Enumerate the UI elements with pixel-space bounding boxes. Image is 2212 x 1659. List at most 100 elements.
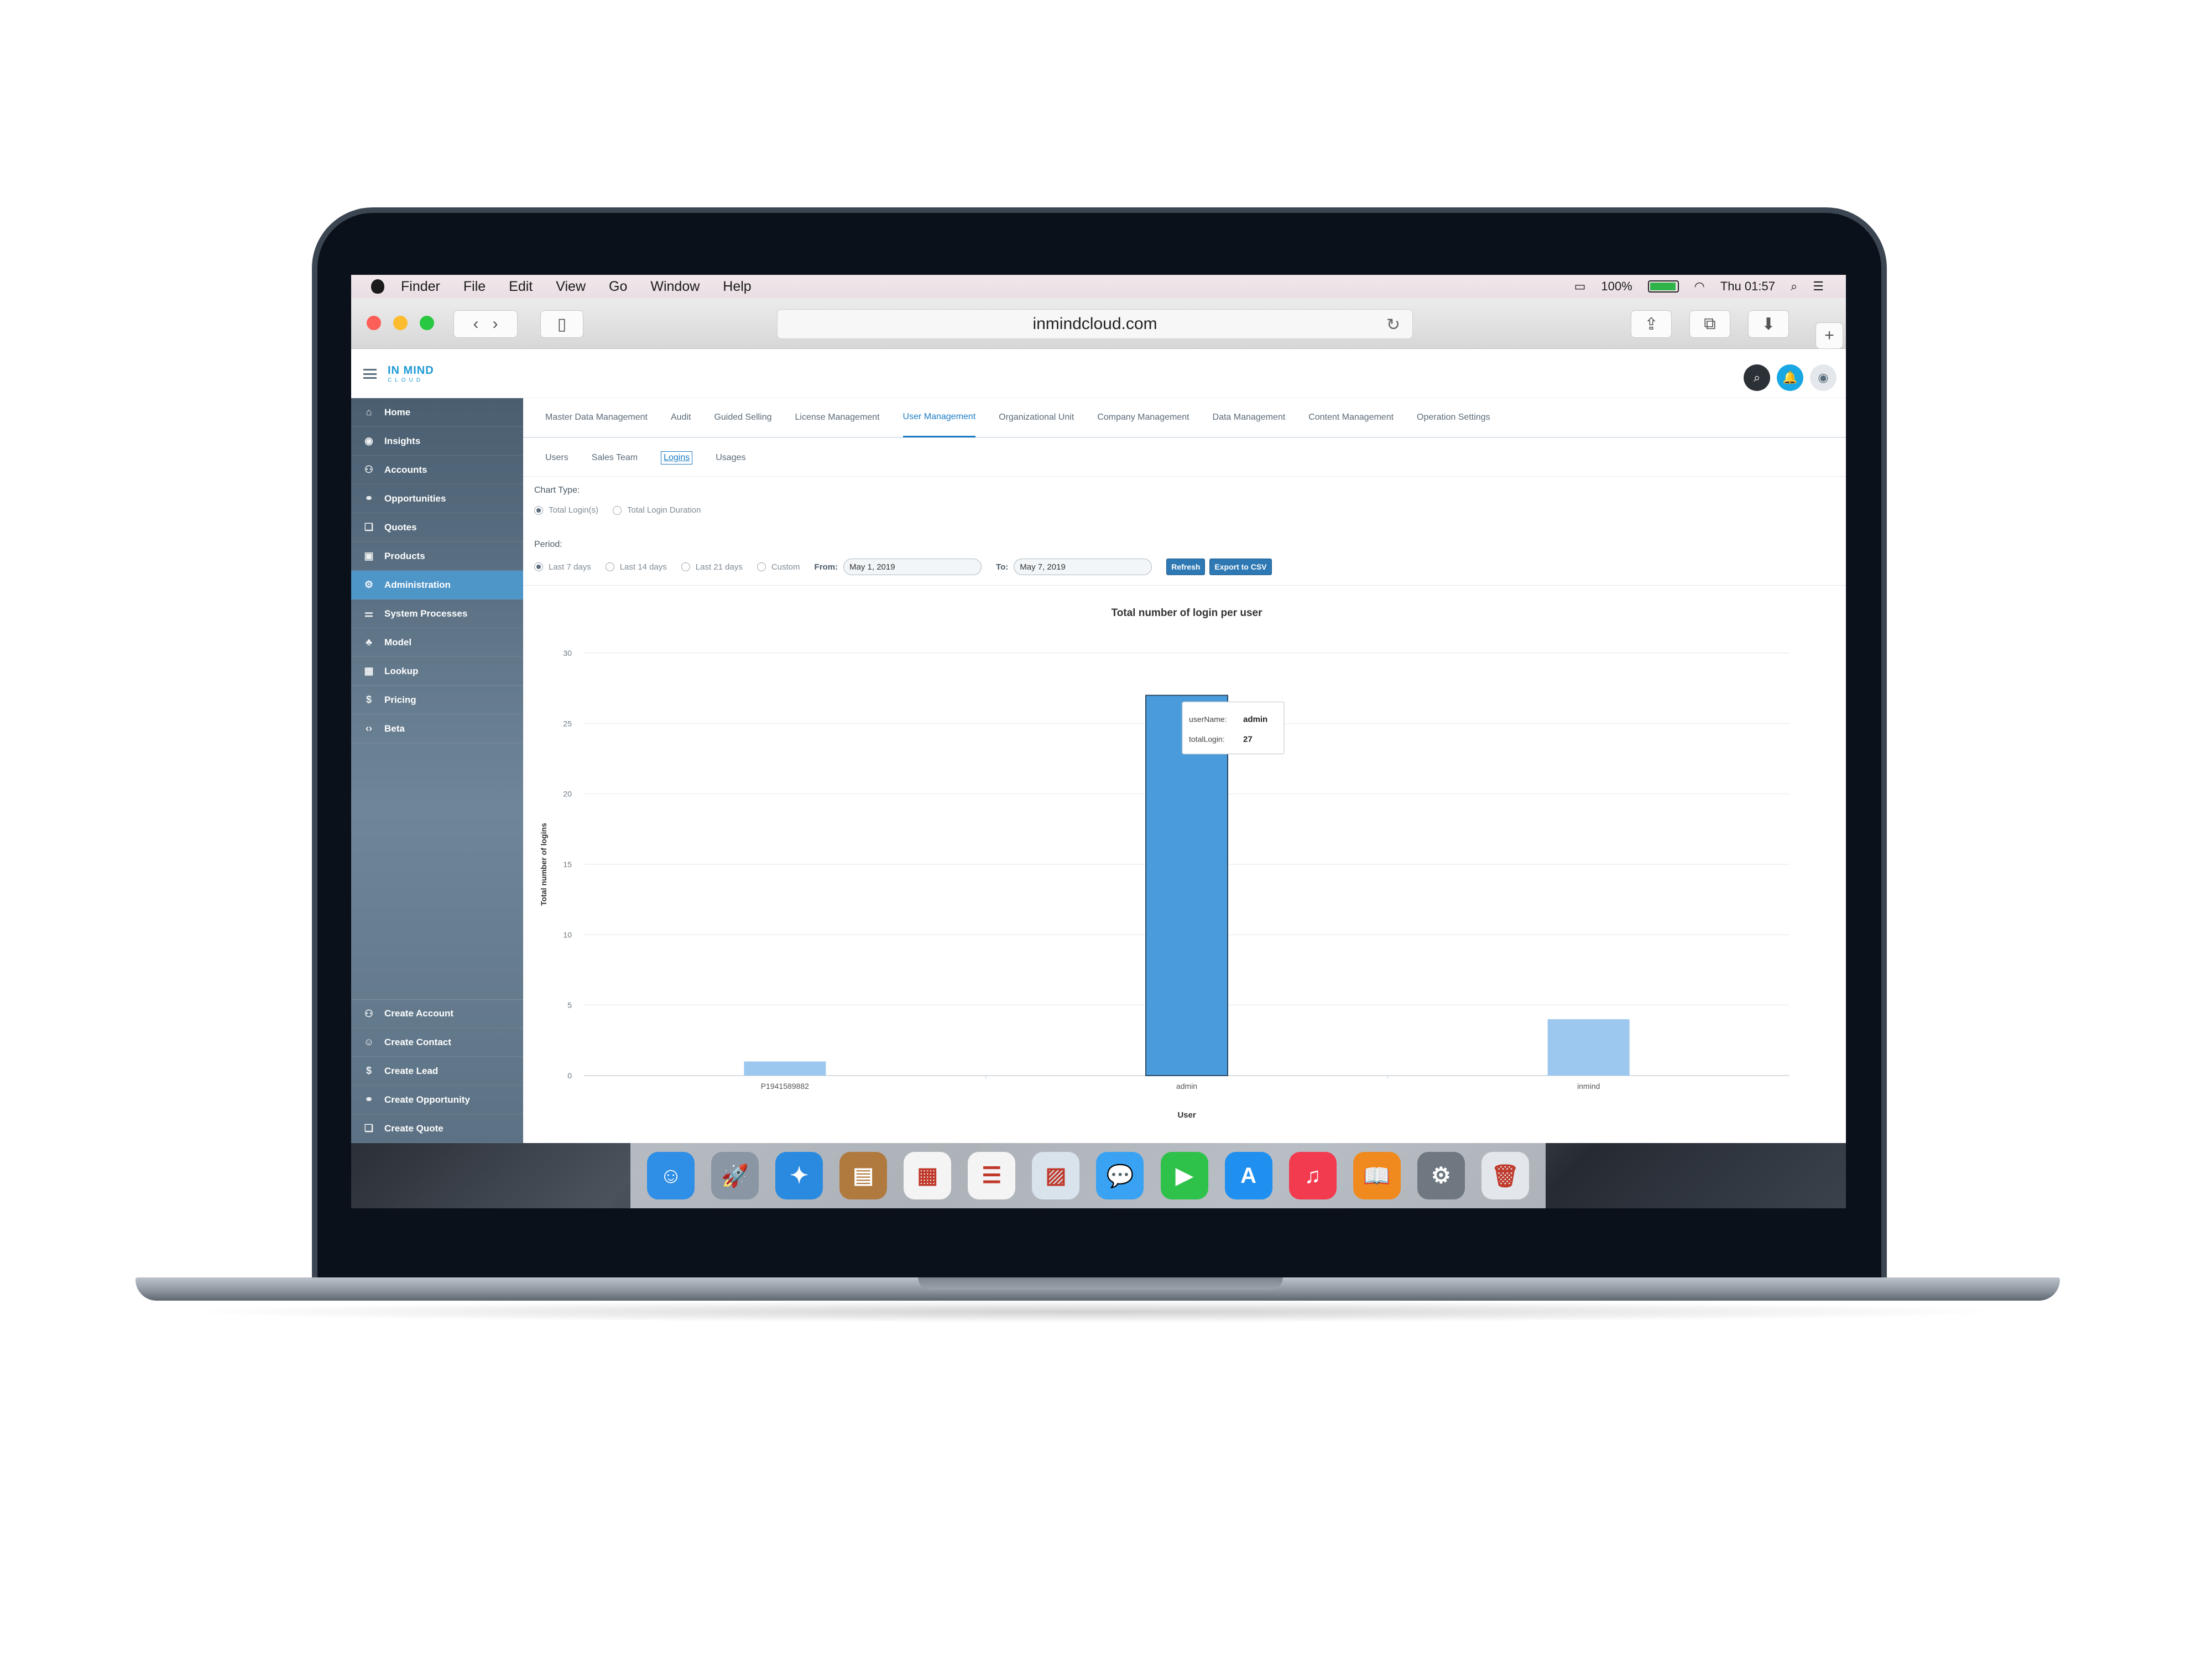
preview-icon[interactable]: ▨ [1032, 1152, 1080, 1199]
back-icon[interactable]: ‹ [473, 315, 479, 333]
to-date-field[interactable]: May 7, 2019 [1014, 559, 1152, 575]
subtab-logins[interactable]: Logins [661, 451, 693, 465]
sidebar-item-lookup[interactable]: ▦ Lookup [351, 657, 523, 686]
tab-guided-selling[interactable]: Guided Selling [714, 413, 772, 422]
sidebar-item-insights[interactable]: ◉ Insights [351, 427, 523, 456]
contacts-icon[interactable]: ▤ [839, 1152, 888, 1199]
radio-button[interactable] [534, 505, 543, 515]
search-icon[interactable]: ⌕ [1744, 364, 1770, 391]
radio-button[interactable] [534, 562, 543, 571]
system-preferences-icon[interactable]: ⚙ [1417, 1152, 1465, 1199]
quick-action-create-contact[interactable]: ☺ Create Contact [351, 1028, 523, 1057]
clock[interactable]: Thu 01:57 [1720, 279, 1775, 293]
refresh-button[interactable]: Refresh [1166, 559, 1206, 575]
trash-icon[interactable]: 🗑 [1481, 1152, 1529, 1199]
address-bar[interactable]: inmindcloud.com ↻ [777, 309, 1413, 339]
bar-inmind[interactable] [1547, 1019, 1630, 1076]
chart-type-option-total-login-duration[interactable]: Total Login Duration [613, 505, 701, 515]
sidebar-item-opportunities[interactable]: ⚭ Opportunities [351, 484, 523, 513]
itunes-icon[interactable]: ♫ [1288, 1152, 1337, 1199]
sidebar-item-model[interactable]: ♣ Model [351, 628, 523, 657]
apple-icon[interactable] [371, 279, 384, 294]
quick-action-create-lead[interactable]: $ Create Lead [351, 1057, 523, 1086]
menu-view[interactable]: View [556, 278, 586, 294]
wifi-icon[interactable]: ◠ [1694, 279, 1705, 293]
menu-go[interactable]: Go [609, 278, 628, 294]
sidebar-item-accounts[interactable]: ⚇ Accounts [351, 456, 523, 484]
bar-admin[interactable] [1145, 695, 1228, 1076]
tab-user-management[interactable]: User Management [902, 398, 976, 437]
forward-icon[interactable]: › [492, 315, 498, 333]
subtab-users[interactable]: Users [545, 452, 568, 462]
chart-tooltip [1182, 701, 1285, 755]
from-date-field[interactable]: May 1, 2019 [843, 559, 982, 575]
tab-organizational-unit[interactable]: Organizational Unit [999, 413, 1074, 422]
chart-type-label: Chart Type: [534, 486, 580, 495]
zoom-window-button[interactable] [420, 316, 434, 330]
sidebar-item-administration[interactable]: ⚙ Administration [351, 571, 523, 599]
calendar-icon[interactable]: ▦ [904, 1152, 952, 1199]
sidebar-item-products[interactable]: ▣ Products [351, 542, 523, 571]
app-store-icon[interactable]: A [1224, 1152, 1272, 1199]
user-avatar-icon[interactable]: ◉ [1810, 364, 1837, 391]
tabs-overview-button[interactable]: ⧉ [1689, 310, 1730, 338]
reload-icon[interactable]: ↻ [1386, 316, 1400, 334]
finder-icon[interactable]: ☺ [647, 1152, 695, 1199]
minimize-window-button[interactable] [393, 316, 408, 330]
launchpad-icon[interactable]: 🚀 [711, 1152, 759, 1199]
period-option-last-14-days[interactable]: Last 14 days [605, 562, 667, 572]
tab-master-data-management[interactable]: Master Data Management [545, 413, 648, 422]
chart-type-option-total-login-s[interactable]: Total Login(s) [534, 505, 598, 515]
radio-button[interactable] [605, 562, 614, 571]
sidebar-item-system-processes[interactable]: ⚌ System Processes [351, 599, 523, 628]
sidebar-item-pricing[interactable]: $ Pricing [351, 686, 523, 714]
tab-operation-settings[interactable]: Operation Settings [1417, 413, 1490, 422]
subtab-sales-team[interactable]: Sales Team [591, 452, 638, 462]
airplay-icon[interactable]: ▭ [1574, 279, 1586, 293]
tab-audit[interactable]: Audit [670, 413, 691, 422]
new-tab-button[interactable]: + [1815, 322, 1843, 349]
sidebar-toggle-button[interactable]: ▯ [540, 310, 583, 338]
back-forward-buttons[interactable]: ‹ › [453, 310, 518, 338]
menu-window[interactable]: Window [650, 278, 700, 294]
radio-button[interactable] [757, 562, 766, 571]
messages-icon[interactable]: 💬 [1096, 1152, 1144, 1199]
bell-icon[interactable]: 🔔 [1777, 364, 1803, 391]
period-option-last-7-days[interactable]: Last 7 days [534, 562, 591, 572]
menu-edit[interactable]: Edit [509, 278, 533, 294]
period-option-custom[interactable]: Custom [757, 562, 800, 572]
sidebar-item-beta[interactable]: ‹› Beta [351, 714, 523, 743]
export-csv-button[interactable]: Export to CSV [1209, 559, 1272, 575]
menu-help[interactable]: Help [723, 278, 752, 294]
safari-icon[interactable]: ✦ [775, 1152, 823, 1199]
tab-license-management[interactable]: License Management [795, 413, 880, 422]
menu-finder[interactable]: Finder [401, 278, 440, 294]
tab-data-management[interactable]: Data Management [1212, 413, 1286, 422]
spotlight-icon[interactable]: ⌕ [1790, 279, 1798, 293]
tab-company-management[interactable]: Company Management [1097, 413, 1190, 422]
sidebar-item-home[interactable]: ⌂ Home [351, 398, 523, 427]
bar-p1941589882[interactable] [744, 1061, 826, 1076]
tab-content-management[interactable]: Content Management [1308, 413, 1394, 422]
downloads-button[interactable]: ⬇ [1748, 310, 1789, 338]
radio-button[interactable] [613, 505, 622, 515]
ibooks-icon[interactable]: 📖 [1353, 1152, 1401, 1199]
share-button[interactable]: ⇪ [1631, 310, 1672, 338]
reminders-icon[interactable]: ☰ [968, 1152, 1016, 1199]
battery-icon[interactable] [1647, 280, 1679, 293]
y-tick-label: 25 [563, 719, 572, 728]
sidebar-item-quotes[interactable]: ❏ Quotes [351, 513, 523, 542]
period-option-last-21-days[interactable]: Last 21 days [681, 562, 743, 572]
close-window-button[interactable] [367, 316, 381, 330]
quick-action-create-quote[interactable]: ❏ Create Quote [351, 1114, 523, 1143]
notification-center-icon[interactable]: ☰ [1813, 279, 1824, 293]
radio-button[interactable] [681, 562, 690, 571]
menu-file[interactable]: File [463, 278, 486, 294]
app-logo[interactable]: IN MIND CLOUD [388, 365, 434, 385]
facetime-icon[interactable]: ▶ [1160, 1152, 1208, 1199]
quick-action-create-account[interactable]: ⚇ Create Account [351, 999, 523, 1028]
hamburger-menu-icon[interactable] [363, 369, 377, 379]
subtab-usages[interactable]: Usages [716, 452, 746, 462]
sidebar: ⌂ Home ◉ Insights ⚇ Accounts ⚭ Opportunities ❏ Qu… [351, 398, 523, 1143]
quick-action-create-opportunity[interactable]: ⚭ Create Opportunity [351, 1086, 523, 1114]
